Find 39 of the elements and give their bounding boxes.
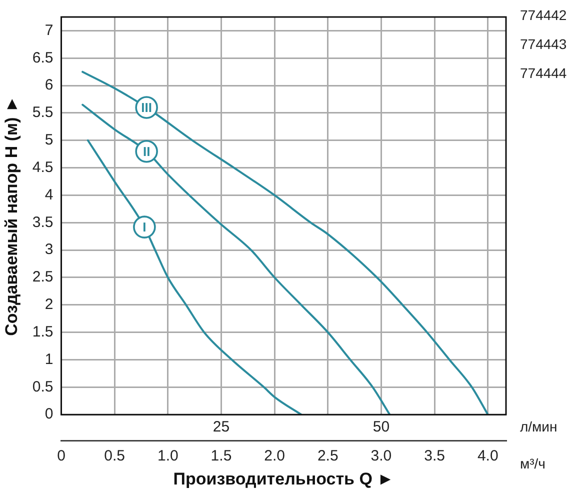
x2-axis-title: л/мин bbox=[520, 418, 558, 434]
x2-tick-label: 50 bbox=[372, 418, 390, 436]
y-tick-label: 4.5 bbox=[32, 158, 54, 176]
y-tick-label: 2.5 bbox=[32, 268, 54, 286]
y-tick-label: 1.5 bbox=[32, 323, 54, 340]
text: м³/ч bbox=[520, 455, 546, 472]
x-tick-label: 3.5 bbox=[424, 448, 445, 465]
x-tick-label: 3.0 bbox=[370, 448, 392, 465]
y-tick-label: 0.5 bbox=[32, 378, 54, 396]
y-axis-title: Создаваемый напор H (м) ► bbox=[2, 96, 21, 336]
line-series bbox=[82, 104, 391, 415]
y-tick-label: 0 bbox=[44, 406, 54, 423]
series-label: II bbox=[142, 144, 150, 159]
series-label: I bbox=[142, 220, 146, 235]
y-tick-label: 3.5 bbox=[32, 214, 54, 231]
y-tick-label: 7 bbox=[44, 22, 54, 39]
x-tick-label: 1.5 bbox=[210, 448, 232, 465]
line-series bbox=[82, 70, 489, 415]
y-tick-label: 1 bbox=[44, 350, 54, 368]
line-series bbox=[86, 139, 302, 415]
y-tick-label: 6.5 bbox=[32, 49, 54, 66]
x-tick-label: 4.0 bbox=[477, 448, 498, 465]
x-axis-title: Производительность Q ► bbox=[173, 469, 394, 488]
x-tick-label: 1.0 bbox=[157, 448, 178, 465]
y-tick-label: 2 bbox=[44, 296, 54, 314]
text: 774444 bbox=[520, 64, 567, 81]
x-tick-label: 0.5 bbox=[104, 448, 126, 465]
x-tick-label: 0 bbox=[57, 448, 66, 465]
y-tick-label: 5 bbox=[44, 132, 54, 149]
x2-tick-label: 25 bbox=[212, 418, 230, 436]
y-tick-label: 6 bbox=[44, 76, 54, 94]
x-tick-label: 2.0 bbox=[264, 448, 285, 465]
y-tick-label: 5.5 bbox=[32, 104, 54, 122]
text: 774442 bbox=[520, 6, 567, 23]
y-tick-label: 4 bbox=[44, 186, 54, 204]
y-tick-label: 3 bbox=[44, 241, 54, 258]
text: 774443 bbox=[520, 36, 567, 52]
x-tick-label: 2.5 bbox=[317, 448, 338, 465]
series-label: III bbox=[141, 100, 152, 116]
